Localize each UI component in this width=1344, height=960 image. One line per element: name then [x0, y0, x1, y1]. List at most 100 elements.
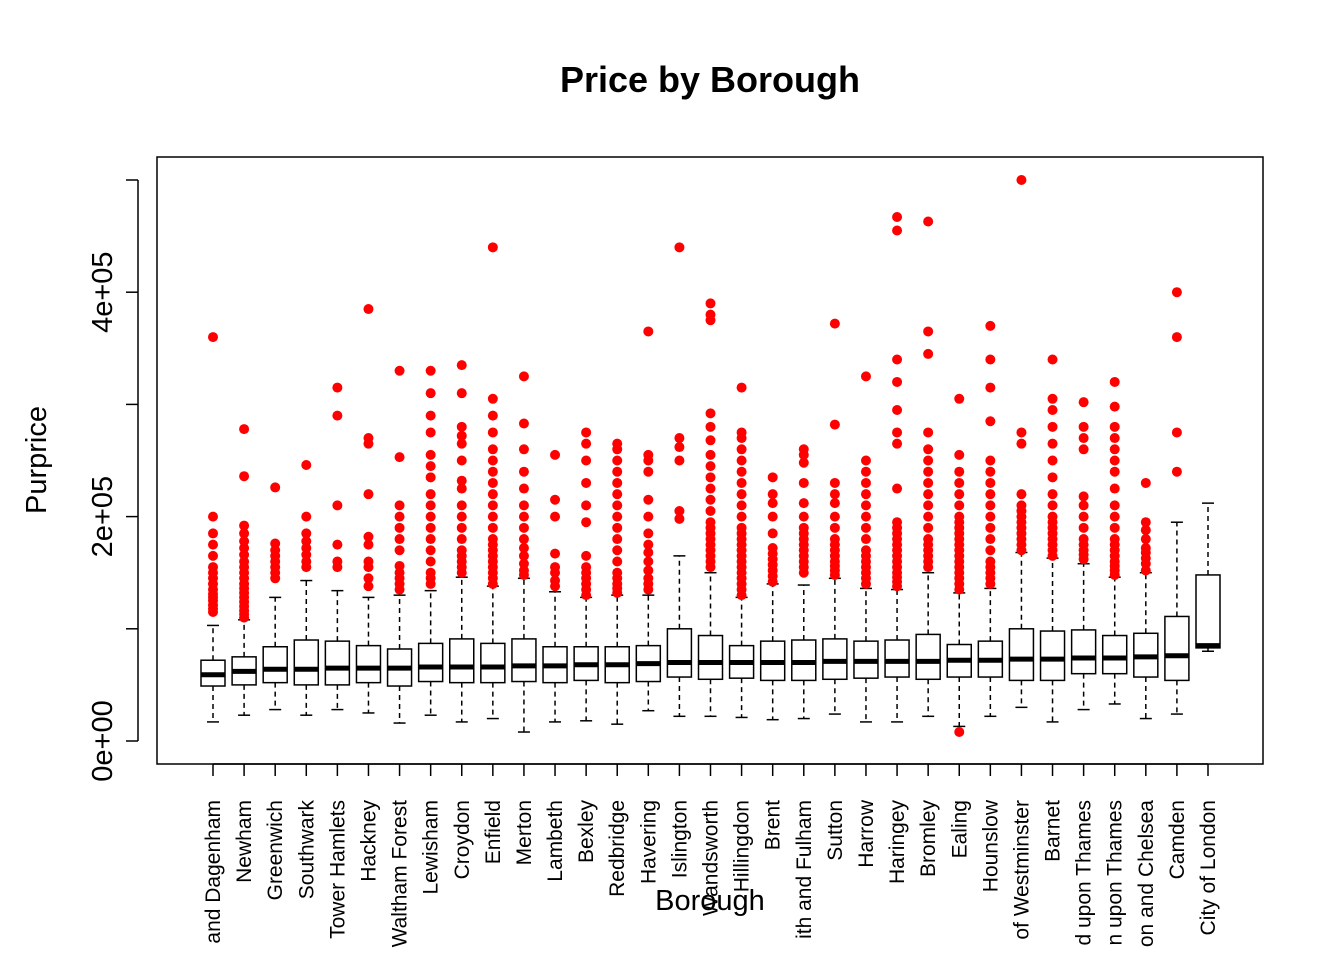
outlier-point [923, 489, 934, 500]
outlier-point [456, 545, 467, 556]
outlier-point [643, 511, 654, 522]
outlier-point [985, 455, 996, 466]
outlier-point [612, 545, 623, 556]
outlier-point [518, 543, 529, 554]
outlier-point [518, 483, 529, 494]
box-20 [822, 318, 848, 715]
outlier-point [612, 489, 623, 500]
y-tick-label: 4e+05 [87, 251, 119, 332]
outlier-point [736, 489, 747, 500]
outlier-point [1078, 522, 1089, 533]
outlier-point [239, 536, 250, 547]
x-category-label: Islington [668, 800, 691, 878]
outlier-point [643, 565, 654, 576]
outlier-point [394, 452, 405, 463]
x-category-label: Haringey [886, 800, 909, 885]
outlier-point [1016, 438, 1027, 449]
outlier-point [1171, 466, 1182, 477]
outlier-point [208, 539, 218, 550]
outlier-point [923, 326, 934, 337]
outlier-point [643, 326, 654, 337]
outlier-point [736, 500, 747, 511]
outlier-point [301, 528, 312, 539]
outlier-point [923, 500, 934, 511]
outlier-point [829, 511, 840, 522]
outlier-point [363, 531, 374, 542]
outlier-point [394, 365, 405, 376]
outlier-point [332, 556, 343, 567]
outlier-point [767, 472, 778, 483]
x-category-label: Hounslow [979, 799, 1002, 892]
outlier-point [1078, 511, 1089, 522]
outlier-point [425, 472, 436, 483]
outlier-point [270, 482, 281, 493]
outlier-point [892, 212, 903, 223]
outlier-point [1171, 427, 1182, 438]
outlier-point [985, 511, 996, 522]
x-category-label: Waltham Forest [389, 800, 412, 948]
outlier-point [518, 500, 529, 511]
outlier-point [985, 522, 996, 533]
outlier-point [581, 427, 592, 438]
outlier-point [643, 556, 654, 567]
outlier-point [1047, 393, 1058, 404]
outlier-point [892, 376, 903, 387]
outlier-point [239, 528, 250, 539]
outlier-point [1109, 500, 1120, 511]
outlier-point [518, 418, 529, 429]
box-iqr [1164, 615, 1190, 682]
outlier-point [1078, 397, 1089, 408]
outlier-point [674, 433, 685, 444]
outlier-point [456, 475, 467, 486]
outlier-point [612, 455, 623, 466]
outlier-point [829, 498, 840, 509]
outlier-point [985, 489, 996, 500]
box-iqr [697, 634, 724, 681]
box-iqr [262, 646, 288, 684]
outlier-point [332, 410, 343, 421]
outlier-point [767, 498, 778, 509]
x-axis: and Dagenham Newham Greenwich Southwark Towe… [202, 763, 1220, 948]
box-iqr [1039, 630, 1066, 682]
outlier-point [705, 494, 716, 505]
outlier-point [985, 320, 996, 331]
box-iqr [480, 642, 506, 684]
box-30 [1133, 477, 1159, 720]
outlier-point [518, 371, 529, 382]
outlier-point [456, 421, 467, 432]
box-iqr [884, 639, 910, 678]
outlier-point [923, 455, 934, 466]
outlier-point [1140, 543, 1151, 554]
outlier-point [1078, 433, 1089, 444]
outlier-point [581, 438, 592, 449]
outlier-point [394, 522, 405, 533]
box-26 [1008, 175, 1035, 709]
outlier-point [1109, 444, 1120, 455]
outlier-point [829, 534, 840, 545]
outlier-point [550, 575, 561, 586]
outlier-point [456, 438, 467, 449]
outlier-point [1109, 483, 1120, 494]
outlier-point [425, 534, 436, 545]
outlier-point [736, 382, 747, 393]
box-iqr [666, 628, 693, 678]
outlier-point [985, 354, 996, 365]
box-24 [946, 393, 972, 738]
outlier-point [985, 556, 996, 567]
outlier-point [1047, 405, 1058, 416]
outlier-point [643, 494, 654, 505]
outlier-point [1078, 491, 1089, 502]
outlier-point [612, 511, 623, 522]
outlier-point [487, 511, 498, 522]
x-category-label: Barnet [1042, 800, 1065, 862]
outlier-point [239, 424, 250, 435]
x-category-label: Southwark [295, 800, 318, 900]
outlier-point [1109, 401, 1120, 412]
outlier-point [487, 522, 498, 533]
box-22 [884, 212, 910, 723]
y-tick-label: 0e+00 [87, 700, 119, 781]
outlier-point [425, 427, 436, 438]
outlier-point [612, 534, 623, 545]
box-iqr [417, 642, 444, 683]
outlier-point [301, 536, 312, 547]
